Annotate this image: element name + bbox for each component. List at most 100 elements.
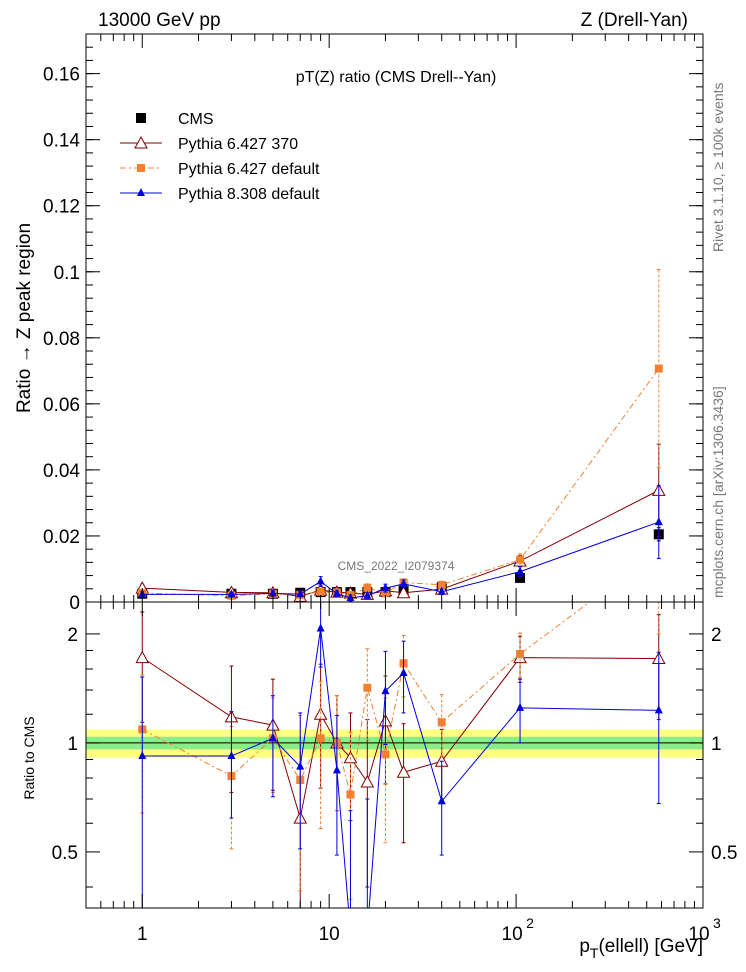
series-pythia-6-427-370	[135, 443, 666, 602]
data-point	[227, 751, 236, 760]
legend-entry: CMS	[136, 111, 214, 128]
x-tick-label: 103	[688, 915, 721, 945]
legend-label: Pythia 8.308 default	[178, 186, 320, 203]
x-axis-label: pT(ellell) [GeV]	[579, 936, 703, 961]
data-point	[346, 927, 354, 935]
y-tick-label: 0	[69, 593, 80, 614]
main-title: pT(Z) ratio (CMS Drell--Yan)	[296, 69, 497, 86]
main-panel: 0 0.02 0.04 0.06 0.08 0.1 0.12 0.14 0.16 pT(Z) r…	[14, 33, 704, 614]
data-point	[268, 588, 277, 597]
data-point	[516, 555, 525, 564]
x-tick-label: 1	[137, 924, 148, 945]
data-point	[381, 686, 390, 695]
legend-entry: Pythia 8.308 default	[120, 186, 320, 203]
legend-label: Pythia 6.427 default	[178, 161, 320, 178]
data-point	[138, 751, 147, 760]
series-pythia-6-427-default	[138, 602, 661, 900]
x-tick-label-base: 10	[688, 924, 709, 945]
y-tick-label: 0.12	[43, 197, 80, 218]
legend: CMS Pythia 6.427 370 Pythia 6.427 default P…	[120, 111, 320, 203]
x-tick-label-base: 10	[319, 924, 340, 945]
data-point	[396, 585, 411, 599]
x-tick-label: 10	[319, 924, 340, 945]
data-point	[268, 733, 277, 742]
uncertainty-band	[86, 729, 703, 758]
data-point	[227, 589, 236, 598]
data-point	[137, 164, 145, 172]
data-point	[516, 650, 525, 659]
x-tick-label-base: 1	[137, 924, 148, 945]
y-tick-label-right: 1	[711, 734, 722, 755]
y-tick-label: 0.06	[43, 395, 80, 416]
x-tick-label-exponent: 2	[526, 915, 534, 931]
data-point	[399, 667, 408, 676]
y-tick-label: 0.14	[43, 131, 80, 152]
data-point	[399, 578, 408, 587]
main-y-axis: 0 0.02 0.04 0.06 0.08 0.1 0.12 0.14 0.16	[43, 33, 704, 614]
series-pythia-8-308-default	[138, 602, 663, 935]
data-point	[381, 583, 390, 592]
data-point	[316, 623, 325, 632]
data-point	[363, 683, 372, 692]
data-point	[363, 590, 372, 599]
data-point	[346, 593, 355, 602]
y-tick-label-right: 2	[711, 625, 722, 646]
main-plot-area: 0 0.02 0.04 0.06 0.08 0.1 0.12 0.14 0.16	[43, 33, 704, 614]
y-tick-label: 2	[67, 625, 78, 646]
data-point	[137, 188, 145, 196]
legend-label: Pythia 6.427 370	[178, 136, 298, 153]
y-tick-label: 1	[67, 734, 78, 755]
y-tick-label: 0.02	[43, 527, 80, 548]
y-tick-label: 0.04	[43, 461, 80, 482]
rivet-label: Rivet 3.1.10, ≥ 100k events	[710, 82, 726, 252]
data-point	[437, 586, 446, 595]
data-point	[332, 765, 341, 774]
x-tick-label-exponent: 3	[713, 915, 721, 931]
data-point	[516, 566, 525, 575]
legend-label: CMS	[178, 111, 214, 128]
data-point	[363, 927, 371, 935]
watermark: CMS_2022_I2079374	[338, 559, 455, 573]
main-series-group	[135, 268, 666, 602]
data-point	[396, 765, 411, 778]
ratio-series-group	[135, 602, 666, 935]
data-point	[316, 576, 325, 585]
data-point	[346, 790, 355, 799]
data-point	[332, 588, 341, 597]
data-point	[516, 702, 525, 711]
header-left: 13000 GeV pp	[98, 10, 221, 31]
ratio-ylabel: Ratio to CMS	[21, 716, 37, 799]
data-point	[360, 774, 375, 788]
data-point	[296, 589, 305, 598]
data-point	[381, 750, 390, 759]
series-pythia-8-308-default	[138, 485, 663, 602]
data-point	[296, 761, 305, 770]
data-point	[134, 135, 148, 149]
data-point	[437, 718, 446, 727]
data-point	[437, 796, 446, 805]
data-point	[654, 705, 663, 714]
legend-entry: Pythia 6.427 370	[120, 135, 298, 153]
mcplots-label: mcplots.cern.ch [arXiv:1306.3436]	[710, 386, 726, 598]
y-tick-label: 0.16	[43, 65, 80, 86]
legend-entry: Pythia 6.427 default	[120, 161, 320, 178]
ratio-frame	[85, 601, 704, 909]
x-axis-label-text: pT(ellell) [GeV]	[579, 936, 703, 961]
y-tick-label: 0.1	[54, 263, 80, 284]
y-tick-label-right: 0.5	[711, 843, 737, 864]
data-point	[316, 587, 325, 596]
main-ylabel: Ratio → Z peak region	[14, 223, 35, 413]
data-point	[654, 364, 663, 373]
y-tick-label: 0.5	[52, 843, 78, 864]
data-point	[316, 734, 325, 743]
data-point	[437, 580, 446, 589]
data-point	[363, 583, 372, 592]
header-right: Z (Drell-Yan)	[581, 10, 688, 31]
x-tick-label: 102	[502, 915, 535, 945]
data-point	[136, 113, 146, 123]
data-point	[135, 650, 150, 664]
y-tick-label: 0.08	[43, 329, 80, 350]
